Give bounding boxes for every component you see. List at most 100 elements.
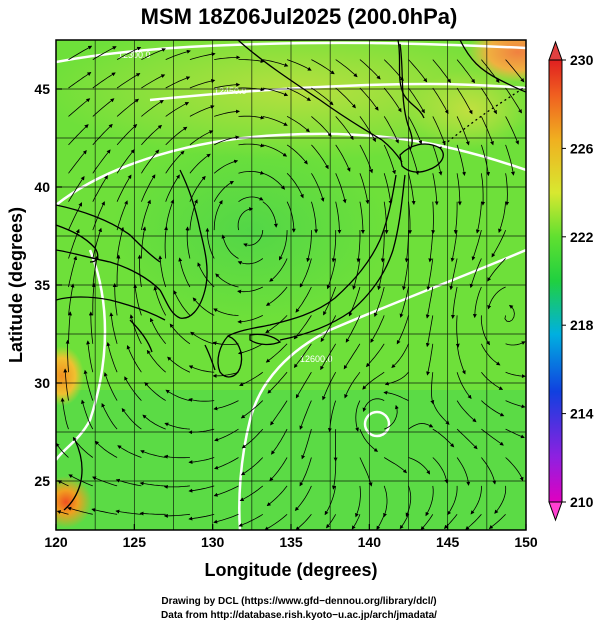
streamline xyxy=(453,201,458,235)
streamline xyxy=(116,200,128,231)
streamline xyxy=(311,116,332,137)
field-warm-southwest xyxy=(56,476,92,528)
y-tick-label: 35 xyxy=(34,277,50,293)
streamline xyxy=(68,255,78,288)
y-tick-label: 25 xyxy=(34,473,50,489)
streamline xyxy=(238,196,264,203)
streamline xyxy=(456,400,477,423)
streamline xyxy=(116,124,138,146)
streamline xyxy=(140,450,166,458)
streamline xyxy=(311,87,334,106)
streamline xyxy=(68,202,82,231)
streamline xyxy=(352,258,361,290)
streamline xyxy=(237,207,254,231)
streamline xyxy=(383,87,402,113)
streamline xyxy=(189,105,215,117)
streamline xyxy=(383,457,407,474)
streamline xyxy=(399,286,409,318)
streamline xyxy=(237,343,263,355)
streamline xyxy=(432,457,449,484)
streamline xyxy=(470,485,482,515)
streamline xyxy=(189,79,216,89)
streamline xyxy=(189,175,206,202)
streamline xyxy=(163,454,190,459)
streamline xyxy=(240,400,264,419)
streamline xyxy=(359,144,373,174)
streamline xyxy=(141,174,156,202)
streamline xyxy=(116,149,135,174)
streamline xyxy=(167,356,191,373)
contour-label-2: 12450.0 xyxy=(214,86,247,96)
field-warm-west xyxy=(56,346,84,406)
streamline xyxy=(377,258,385,291)
streamline xyxy=(359,116,376,143)
streamline xyxy=(475,201,482,234)
streamline xyxy=(190,331,215,345)
streamline xyxy=(103,372,118,401)
streamline xyxy=(213,181,234,202)
streamline xyxy=(238,59,265,64)
streamline xyxy=(92,72,116,89)
streamline xyxy=(335,173,347,204)
streamline xyxy=(293,315,312,340)
streamline xyxy=(271,428,288,455)
streamline xyxy=(481,59,500,84)
streamline xyxy=(432,173,439,206)
streamline xyxy=(265,315,288,334)
streamline xyxy=(408,457,431,475)
streamline xyxy=(320,315,337,343)
streamline xyxy=(408,173,416,205)
streamline xyxy=(214,82,241,89)
streamline xyxy=(505,341,526,346)
streamline xyxy=(320,343,337,371)
streamline xyxy=(494,485,507,514)
streamline xyxy=(60,397,69,430)
streamline xyxy=(356,230,361,263)
colorbar-tick-label: 214 xyxy=(570,406,594,422)
streamline xyxy=(262,201,278,228)
x-tick-labels: 120 125 130 135 140 145 150 xyxy=(44,524,538,550)
streamline xyxy=(447,485,458,516)
x-tick-label: 120 xyxy=(44,534,68,550)
streamline xyxy=(331,230,337,263)
streamline xyxy=(213,159,239,174)
streamline xyxy=(293,343,312,369)
streamline xyxy=(165,49,191,60)
streamline xyxy=(505,457,524,482)
streamline xyxy=(311,173,325,202)
streamline xyxy=(262,116,288,126)
x-axis-label: Longitude (degrees) xyxy=(204,560,377,580)
streamline xyxy=(465,514,482,530)
streamline xyxy=(205,227,215,259)
streamline xyxy=(165,102,190,117)
colorbar-top-arrow xyxy=(548,40,563,61)
streamline xyxy=(213,485,239,497)
streamline xyxy=(481,457,497,485)
streamline xyxy=(343,343,361,370)
streamline xyxy=(144,381,166,401)
colorbar-tick-label: 230 xyxy=(570,52,594,68)
streamline xyxy=(68,176,85,202)
streamline xyxy=(68,228,80,259)
streamline xyxy=(92,476,118,487)
streamline xyxy=(301,428,312,460)
streamline xyxy=(214,55,241,60)
streamline xyxy=(279,230,288,261)
streamline xyxy=(286,173,304,199)
credit-data: Data from http://database.rish.kyoto−u.a… xyxy=(161,610,437,621)
streamline xyxy=(243,230,264,247)
streamline xyxy=(481,87,497,115)
streamline xyxy=(299,258,312,288)
streamline xyxy=(299,400,312,430)
streamline xyxy=(498,201,506,233)
streamline xyxy=(92,255,99,288)
streamline xyxy=(112,283,118,316)
streamline xyxy=(240,457,264,476)
contour-line-12450 xyxy=(149,82,526,102)
contour-line-12600 xyxy=(56,132,526,206)
streamline xyxy=(68,124,89,146)
streamline xyxy=(370,315,385,343)
streamline xyxy=(189,130,214,146)
x-tick-label: 130 xyxy=(201,534,225,550)
streamline xyxy=(408,423,434,430)
